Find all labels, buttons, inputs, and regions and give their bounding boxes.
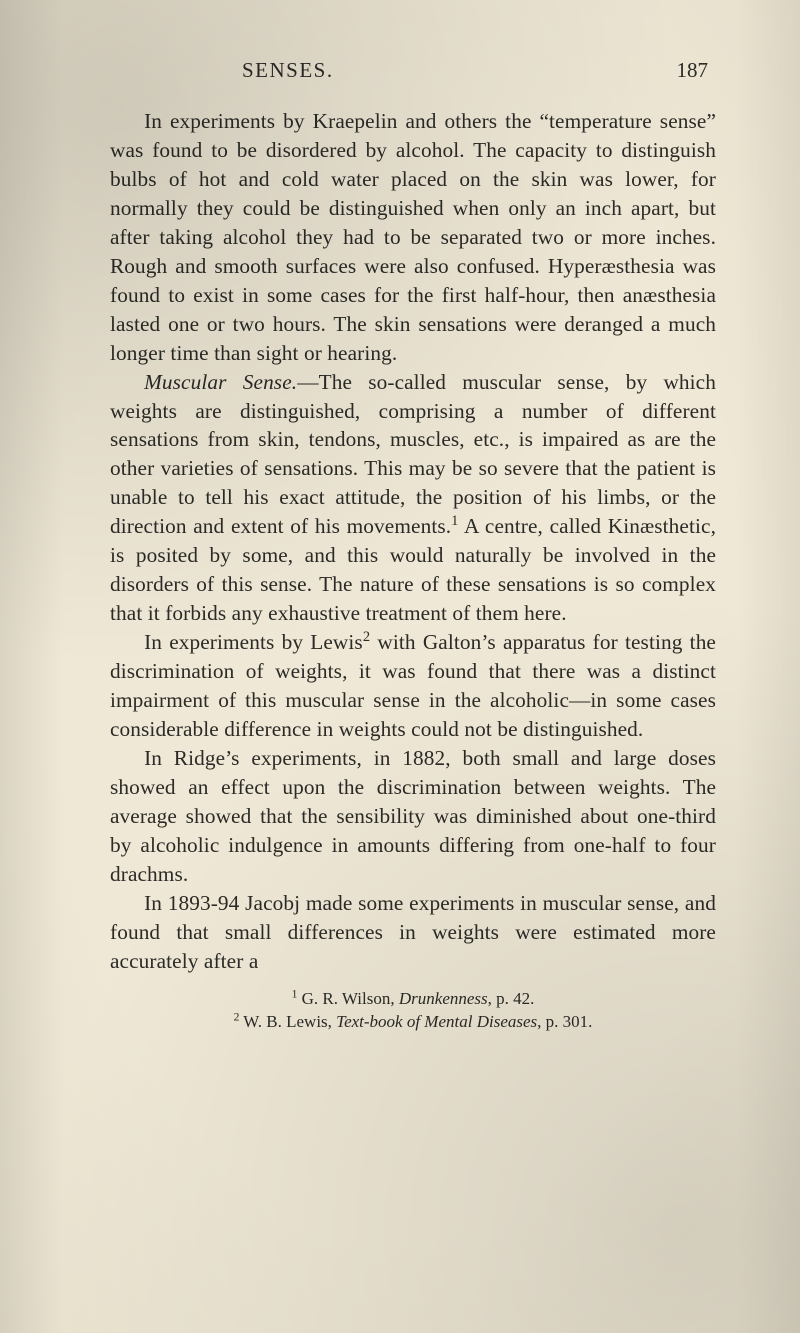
scanned-page: SENSES. 187 In experiments by Kraepelin … xyxy=(0,0,800,1333)
footnotes: 1 G. R. Wilson, Drunkenness, p. 42. 2 W.… xyxy=(110,988,716,1034)
footnote-citation: Drunkenness xyxy=(399,989,488,1008)
body-text: In experiments by Kraepelin and others t… xyxy=(110,107,716,976)
run-in-heading: Muscular Sense. xyxy=(144,370,297,394)
paragraph-text: In experiments by Lewis xyxy=(144,630,363,654)
page-number: 187 xyxy=(677,58,709,83)
paragraph-3: In experiments by Lewis2 with Galton’s a… xyxy=(110,628,716,744)
header-title: SENSES. xyxy=(242,58,334,83)
paragraph-1: In experiments by Kraepelin and others t… xyxy=(110,107,716,368)
footnote-text: W. B. Lewis, xyxy=(239,1012,336,1031)
running-header: SENSES. 187 xyxy=(242,58,708,83)
paragraph-2: Muscular Sense.—The so-called muscular s… xyxy=(110,368,716,629)
footnote-text: , p. 301. xyxy=(537,1012,592,1031)
footnote-2: 2 W. B. Lewis, Text-book of Mental Disea… xyxy=(110,1011,716,1034)
paragraph-5: In 1893-94 Jacobj made some experiments … xyxy=(110,889,716,976)
paragraph-4: In Ridge’s experiments, in 1882, both sm… xyxy=(110,744,716,889)
paragraph-text: In Ridge’s experiments, in 1882, both sm… xyxy=(110,746,716,886)
paragraph-text: In experiments by Kraepelin and others t… xyxy=(110,109,716,365)
footnote-text: , p. 42. xyxy=(488,989,535,1008)
footnote-1: 1 G. R. Wilson, Drunkenness, p. 42. xyxy=(110,988,716,1011)
footnote-citation: Text-book of Mental Diseases xyxy=(336,1012,537,1031)
footnote-ref-1: 1 xyxy=(451,513,458,529)
footnote-text: G. R. Wilson, xyxy=(297,989,399,1008)
paragraph-text: In 1893-94 Jacobj made some experiments … xyxy=(110,891,716,973)
